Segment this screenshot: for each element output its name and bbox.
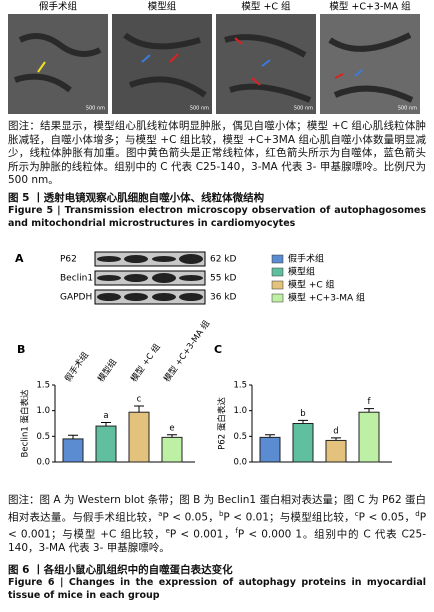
size-label: 55 kD [210,274,237,284]
x-tick-label: 模型 +C+3-MA 组 [161,318,212,384]
error-bar [298,419,308,424]
bar [292,423,314,463]
sig-label: e [169,423,174,433]
protein-label: GAPDH [60,293,92,303]
y-tick-label: 1.5 [36,381,50,391]
note-text: P < 0.000 1。组别中的 C 代表 C25-140，3-MA 代表 3-… [8,528,427,554]
sig-label: c [137,395,142,405]
scale-label: 500 nm [294,106,313,112]
scale-label: 500 nm [190,106,209,112]
blot [94,270,206,286]
protein-label: Beclin1 [60,274,93,284]
legend-swatch [271,293,284,303]
y-tick-label: 1.5 [233,381,247,391]
blot [94,251,206,267]
figure-note: 图注：结果显示，模型组心肌线粒体明显肿胀，偶见自噬小体；模型 +C 组心肌线粒体… [8,120,426,186]
bands [97,254,203,301]
legend-swatch [271,254,284,264]
arrow [141,54,151,63]
note-superscript: b [218,509,224,518]
figure-title: 图 5 丨透射电镜观察心肌细胞自噬小体、线粒体微结构 [8,192,265,204]
sig-label: a [103,411,108,421]
arrow [251,77,261,86]
note-text: 图注：图 A 为 Western blot 条带；图 B 为 Beclin1 蛋… [8,494,426,523]
y-tick-label: 1.0 [233,406,247,416]
figure-note: 图注：图 A 为 Western blot 条带；图 B 为 Beclin1 蛋… [8,494,426,555]
note-text: P < 0.01；与模型组比较， [223,511,355,523]
arrow [234,37,243,45]
x-tick-label: 模型组 [95,357,119,385]
arrow [37,61,46,73]
legend-swatch [271,280,284,290]
panel-label: 假手术组 [39,1,78,13]
note-text: P < 0.001， [169,528,236,540]
arrow [334,73,344,79]
error-bar [101,421,111,427]
panel-label: 模型 +C+3-MA 组 [329,1,411,13]
note-superscript: f [235,526,238,535]
blot [94,289,206,305]
tem-image [112,14,212,114]
panel-label: A [15,252,24,265]
bar [95,425,117,463]
sig-label: f [368,397,372,407]
error-bar [364,408,374,413]
figure-title-en: Figure 6 | Changes in the expression of … [8,577,426,601]
panel-label: 模型 +C 组 [241,1,291,13]
legend-label: 模型 +C+3-MA 组 [288,292,365,304]
panel-label: 模型组 [148,1,177,13]
note-superscript: c [354,509,359,518]
x-tick-label: 模型 +C 组 [128,341,163,384]
y-tick-label: 0.0 [233,458,247,468]
error-bar [167,434,177,438]
bar [161,436,183,463]
panel-label: C [214,343,222,356]
error-bar [265,434,275,438]
note-superscript: a [158,509,163,518]
bar [325,439,347,463]
y-tick-label: 0.5 [233,432,247,442]
arrow [261,59,271,67]
texture [14,32,414,103]
tem-image [8,14,108,114]
note-text: P < 0.001；与模型 +C 组比较， [8,511,427,540]
bar [62,438,84,463]
arrow [354,69,363,77]
legend-label: 假手术组 [288,253,324,265]
legend-label: 模型组 [288,266,315,278]
bar [128,411,150,463]
legend-label: 模型 +C 组 [288,279,335,291]
x-tick-label: 假手术组 [62,350,91,385]
protein-label: P62 [60,255,77,265]
y-tick-label: 0.5 [36,432,50,442]
error-bar [331,437,341,441]
note-text: P < 0.05， [358,511,416,523]
error-bar [68,434,78,439]
error-bar [134,405,144,413]
y-tick-label: 1.0 [36,406,50,416]
scale-label: 500 nm [398,106,417,112]
note-superscript: e [165,526,170,535]
bar [259,436,281,463]
legend-swatch [271,267,284,277]
figure-title: 图 6 丨各组小鼠心肌组织中的自噬蛋白表达变化 [8,564,233,576]
y-axis-label: Beclin1 蛋白表达 [20,389,31,457]
size-label: 62 kD [210,255,237,265]
note-superscript: d [415,509,420,518]
sig-label: b [300,409,305,419]
sig-label: d [333,426,338,436]
size-label: 36 kD [210,293,237,303]
y-axis-label: P62 蛋白表达 [217,397,228,450]
panel-label: B [17,343,25,356]
note-text: P < 0.05， [162,511,219,523]
bar [358,411,380,463]
arrow [169,53,179,63]
scale-label: 500 nm [86,106,105,112]
tem-images [8,14,420,114]
y-tick-label: 0.0 [36,458,50,468]
figure-title-en: Figure 5 | Transmission electron microsc… [8,205,426,229]
